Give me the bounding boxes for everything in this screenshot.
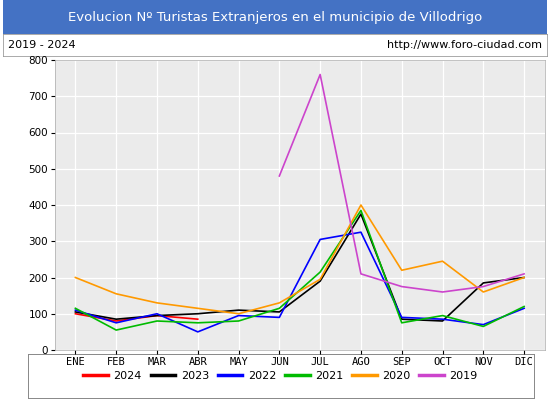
Text: Evolucion Nº Turistas Extranjeros en el municipio de Villodrigo: Evolucion Nº Turistas Extranjeros en el … xyxy=(68,10,482,24)
Text: 2019 - 2024: 2019 - 2024 xyxy=(8,40,76,50)
Text: http://www.foro-ciudad.com: http://www.foro-ciudad.com xyxy=(387,40,542,50)
Legend: 2024, 2023, 2022, 2021, 2020, 2019: 2024, 2023, 2022, 2021, 2020, 2019 xyxy=(79,366,482,386)
